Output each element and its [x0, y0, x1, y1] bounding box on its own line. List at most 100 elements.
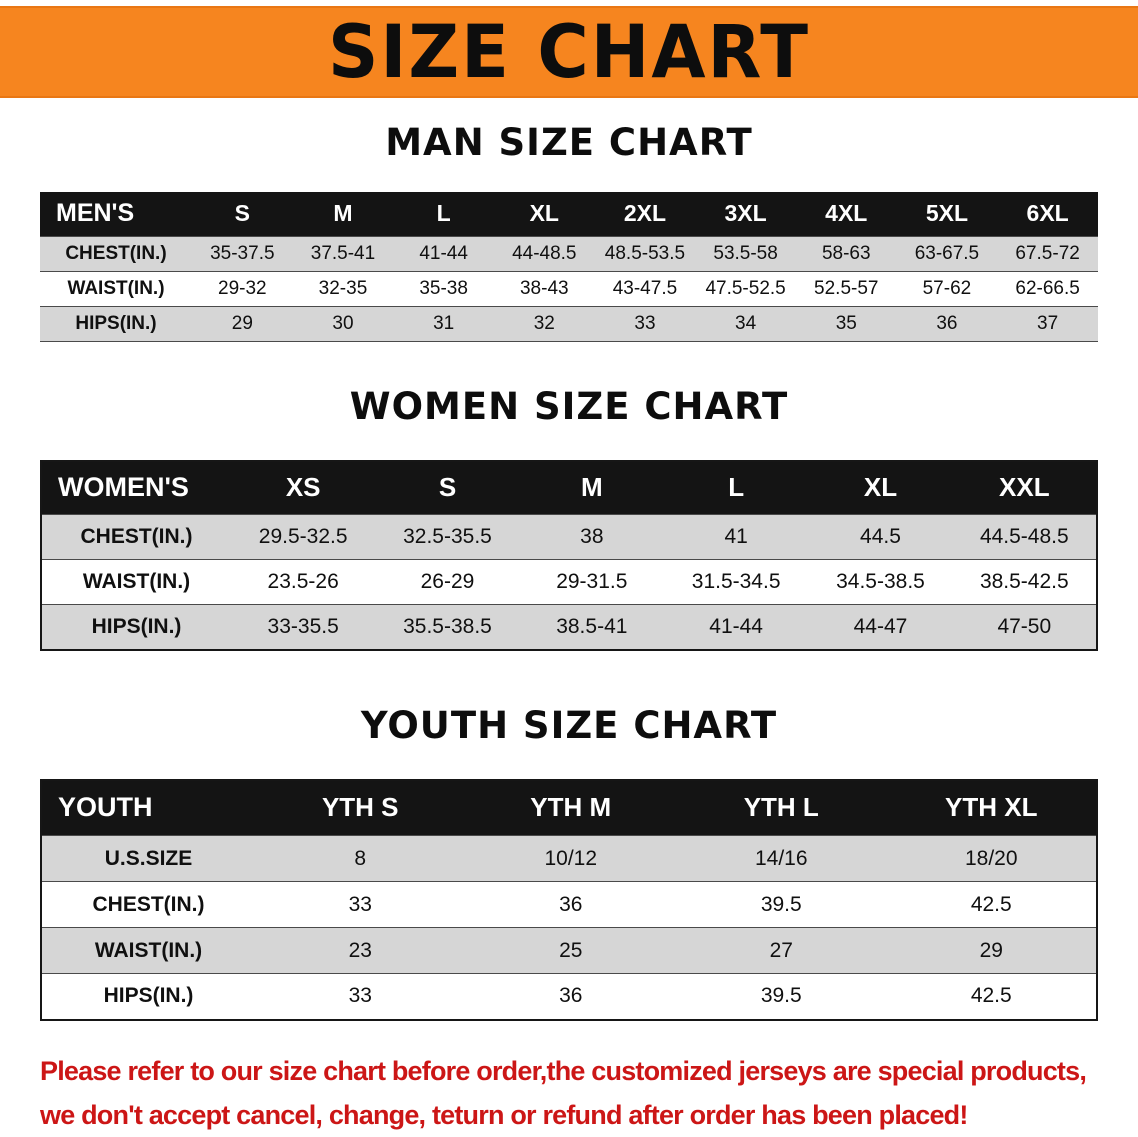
size-cell: 33 — [594, 306, 696, 341]
size-cell: 63-67.5 — [896, 236, 998, 271]
size-cell: 53.5-58 — [695, 236, 796, 271]
size-cell: 57-62 — [922, 277, 972, 299]
size-cell: 35-38 — [419, 277, 468, 299]
row-label: HIPS(IN.) — [41, 604, 231, 650]
size-column-header: L — [393, 192, 494, 236]
size-cell: 43-47.5 — [612, 277, 678, 299]
size-cell: 44-48.5 — [493, 236, 595, 271]
size-column-header: S — [192, 192, 293, 236]
size-cell: 38.5-41 — [519, 604, 664, 650]
youth-size-table: YOUTH YTH S YTH M YTH L YTH XL U.S.SIZE … — [40, 778, 1098, 1021]
size-cell: 29-31.5 — [556, 570, 628, 593]
size-cell: 41-44 — [663, 604, 809, 650]
size-cell: 52.5-57 — [814, 277, 879, 299]
size-cell: 36 — [559, 984, 583, 1008]
size-cell: 18/20 — [886, 835, 1097, 882]
table-row: HIPS(IN.) 29 30 31 32 33 34 35 36 37 — [40, 306, 1098, 341]
row-label: CHEST(IN.) — [92, 892, 205, 916]
size-cell: 23 — [255, 927, 466, 974]
table-row: HIPS(IN.) 33 36 39.5 42.5 — [41, 973, 1097, 1020]
men-section-title: MAN SIZE CHART — [385, 121, 753, 164]
size-cell: 67.5-72 — [997, 236, 1098, 271]
size-cell: 48.5-53.5 — [594, 236, 696, 271]
row-label: WAIST(IN.) — [82, 570, 191, 593]
size-cell: 38.5-42.5 — [979, 570, 1069, 593]
size-column-header: 3XL — [695, 192, 796, 236]
size-column-header: XL — [493, 192, 595, 236]
size-cell: 10/12 — [465, 835, 676, 882]
men-corner-label: MEN'S — [40, 192, 192, 236]
size-cell: 38-43 — [519, 277, 569, 299]
size-cell: 41 — [663, 514, 809, 560]
size-cell: 58-63 — [795, 236, 897, 271]
size-column-header: XS — [231, 460, 376, 515]
youth-corner-label: YOUTH — [41, 779, 255, 836]
size-cell: 39.5 — [760, 892, 802, 916]
row-label: CHEST(IN.) — [41, 514, 231, 560]
size-cell: 35 — [795, 306, 897, 341]
row-label: HIPS(IN.) — [40, 306, 192, 341]
size-cell: 62-66.5 — [1015, 277, 1080, 299]
size-cell: 29-32 — [218, 277, 267, 299]
size-column-header: 6XL — [997, 192, 1098, 236]
women-section-title: WOMEN SIZE CHART — [349, 384, 789, 428]
banner: SIZE CHART — [0, 6, 1138, 98]
size-cell: 37.5-41 — [292, 236, 394, 271]
table-row: CHEST(IN.) 33 36 39.5 42.5 — [41, 881, 1097, 928]
size-cell: 29 — [886, 927, 1097, 974]
men-header-row: MEN'S S M L XL 2XL 3XL 4XL 5XL 6XL — [40, 192, 1098, 236]
men-size-table: MEN'S S M L XL 2XL 3XL 4XL 5XL 6XL CHEST… — [40, 192, 1098, 342]
size-column-header: 2XL — [594, 192, 696, 236]
table-row: CHEST(IN.) 29.5-32.5 32.5-35.5 38 41 44.… — [41, 514, 1097, 560]
size-cell: 32-35 — [318, 277, 368, 299]
size-cell: 33 — [348, 892, 372, 916]
size-cell: 36 — [896, 306, 998, 341]
size-cell: 38 — [519, 514, 664, 560]
size-cell: 41-44 — [393, 236, 494, 271]
size-cell: 44-47 — [808, 604, 953, 650]
size-column-header: YTH L — [676, 779, 887, 836]
size-cell: 34.5-38.5 — [836, 570, 925, 593]
notice-line-2: we don't accept cancel, change, teturn o… — [40, 1099, 968, 1130]
size-column-header: L — [663, 460, 809, 515]
row-label: HIPS(IN.) — [103, 984, 194, 1008]
women-size-section: WOMEN SIZE CHART WOMEN'S XS S M L XL XXL… — [0, 384, 1138, 651]
size-column-header: YTH M — [465, 779, 676, 836]
size-cell: 33-35.5 — [231, 604, 376, 650]
size-cell: 29.5-32.5 — [231, 514, 376, 560]
table-row: CHEST(IN.) 35-37.5 37.5-41 41-44 44-48.5… — [40, 236, 1098, 271]
size-cell: 37 — [997, 306, 1098, 341]
size-cell: 31.5-34.5 — [691, 570, 781, 593]
table-row: WAIST(IN.) 29-32 32-35 35-38 38-43 43-47… — [40, 271, 1098, 306]
notice-line-1: Please refer to our size chart before or… — [40, 1055, 1087, 1086]
women-size-table: WOMEN'S XS S M L XL XXL CHEST(IN.) 29.5-… — [40, 459, 1098, 651]
size-cell: 44.5-48.5 — [952, 514, 1097, 560]
size-cell: 14/16 — [676, 835, 887, 882]
table-row: WAIST(IN.) 23.5-26 26-29 29-31.5 31.5-34… — [41, 559, 1097, 605]
size-column-header: XXL — [952, 460, 1097, 515]
size-cell: 39.5 — [760, 984, 802, 1008]
size-cell: 32.5-35.5 — [375, 514, 520, 560]
table-row: U.S.SIZE 8 10/12 14/16 18/20 — [41, 835, 1097, 882]
size-column-header: S — [375, 460, 520, 515]
men-size-section: MAN SIZE CHART MEN'S S M L XL 2XL 3XL 4X… — [0, 120, 1138, 342]
youth-size-section: YOUTH SIZE CHART YOUTH YTH S YTH M YTH L… — [0, 703, 1138, 1021]
size-cell: 30 — [292, 306, 394, 341]
order-notice: Please refer to our size chart before or… — [40, 1049, 1120, 1137]
size-column-header: M — [519, 460, 664, 515]
size-cell: 36 — [559, 892, 583, 916]
youth-section-title: YOUTH SIZE CHART — [360, 703, 778, 747]
size-column-header: YTH XL — [886, 779, 1097, 836]
size-column-header: M — [292, 192, 394, 236]
size-cell: 32 — [493, 306, 595, 341]
women-header-row: WOMEN'S XS S M L XL XXL — [41, 460, 1097, 515]
youth-header-row: YOUTH YTH S YTH M YTH L YTH XL — [41, 779, 1097, 836]
size-cell: 35-37.5 — [192, 236, 293, 271]
size-cell: 42.5 — [970, 892, 1012, 916]
size-cell: 31 — [393, 306, 494, 341]
size-cell: 47-50 — [952, 604, 1097, 650]
size-column-header: 4XL — [795, 192, 897, 236]
size-cell: 47.5-52.5 — [705, 277, 786, 299]
women-corner-label: WOMEN'S — [41, 460, 231, 515]
size-cell: 44.5 — [808, 514, 953, 560]
